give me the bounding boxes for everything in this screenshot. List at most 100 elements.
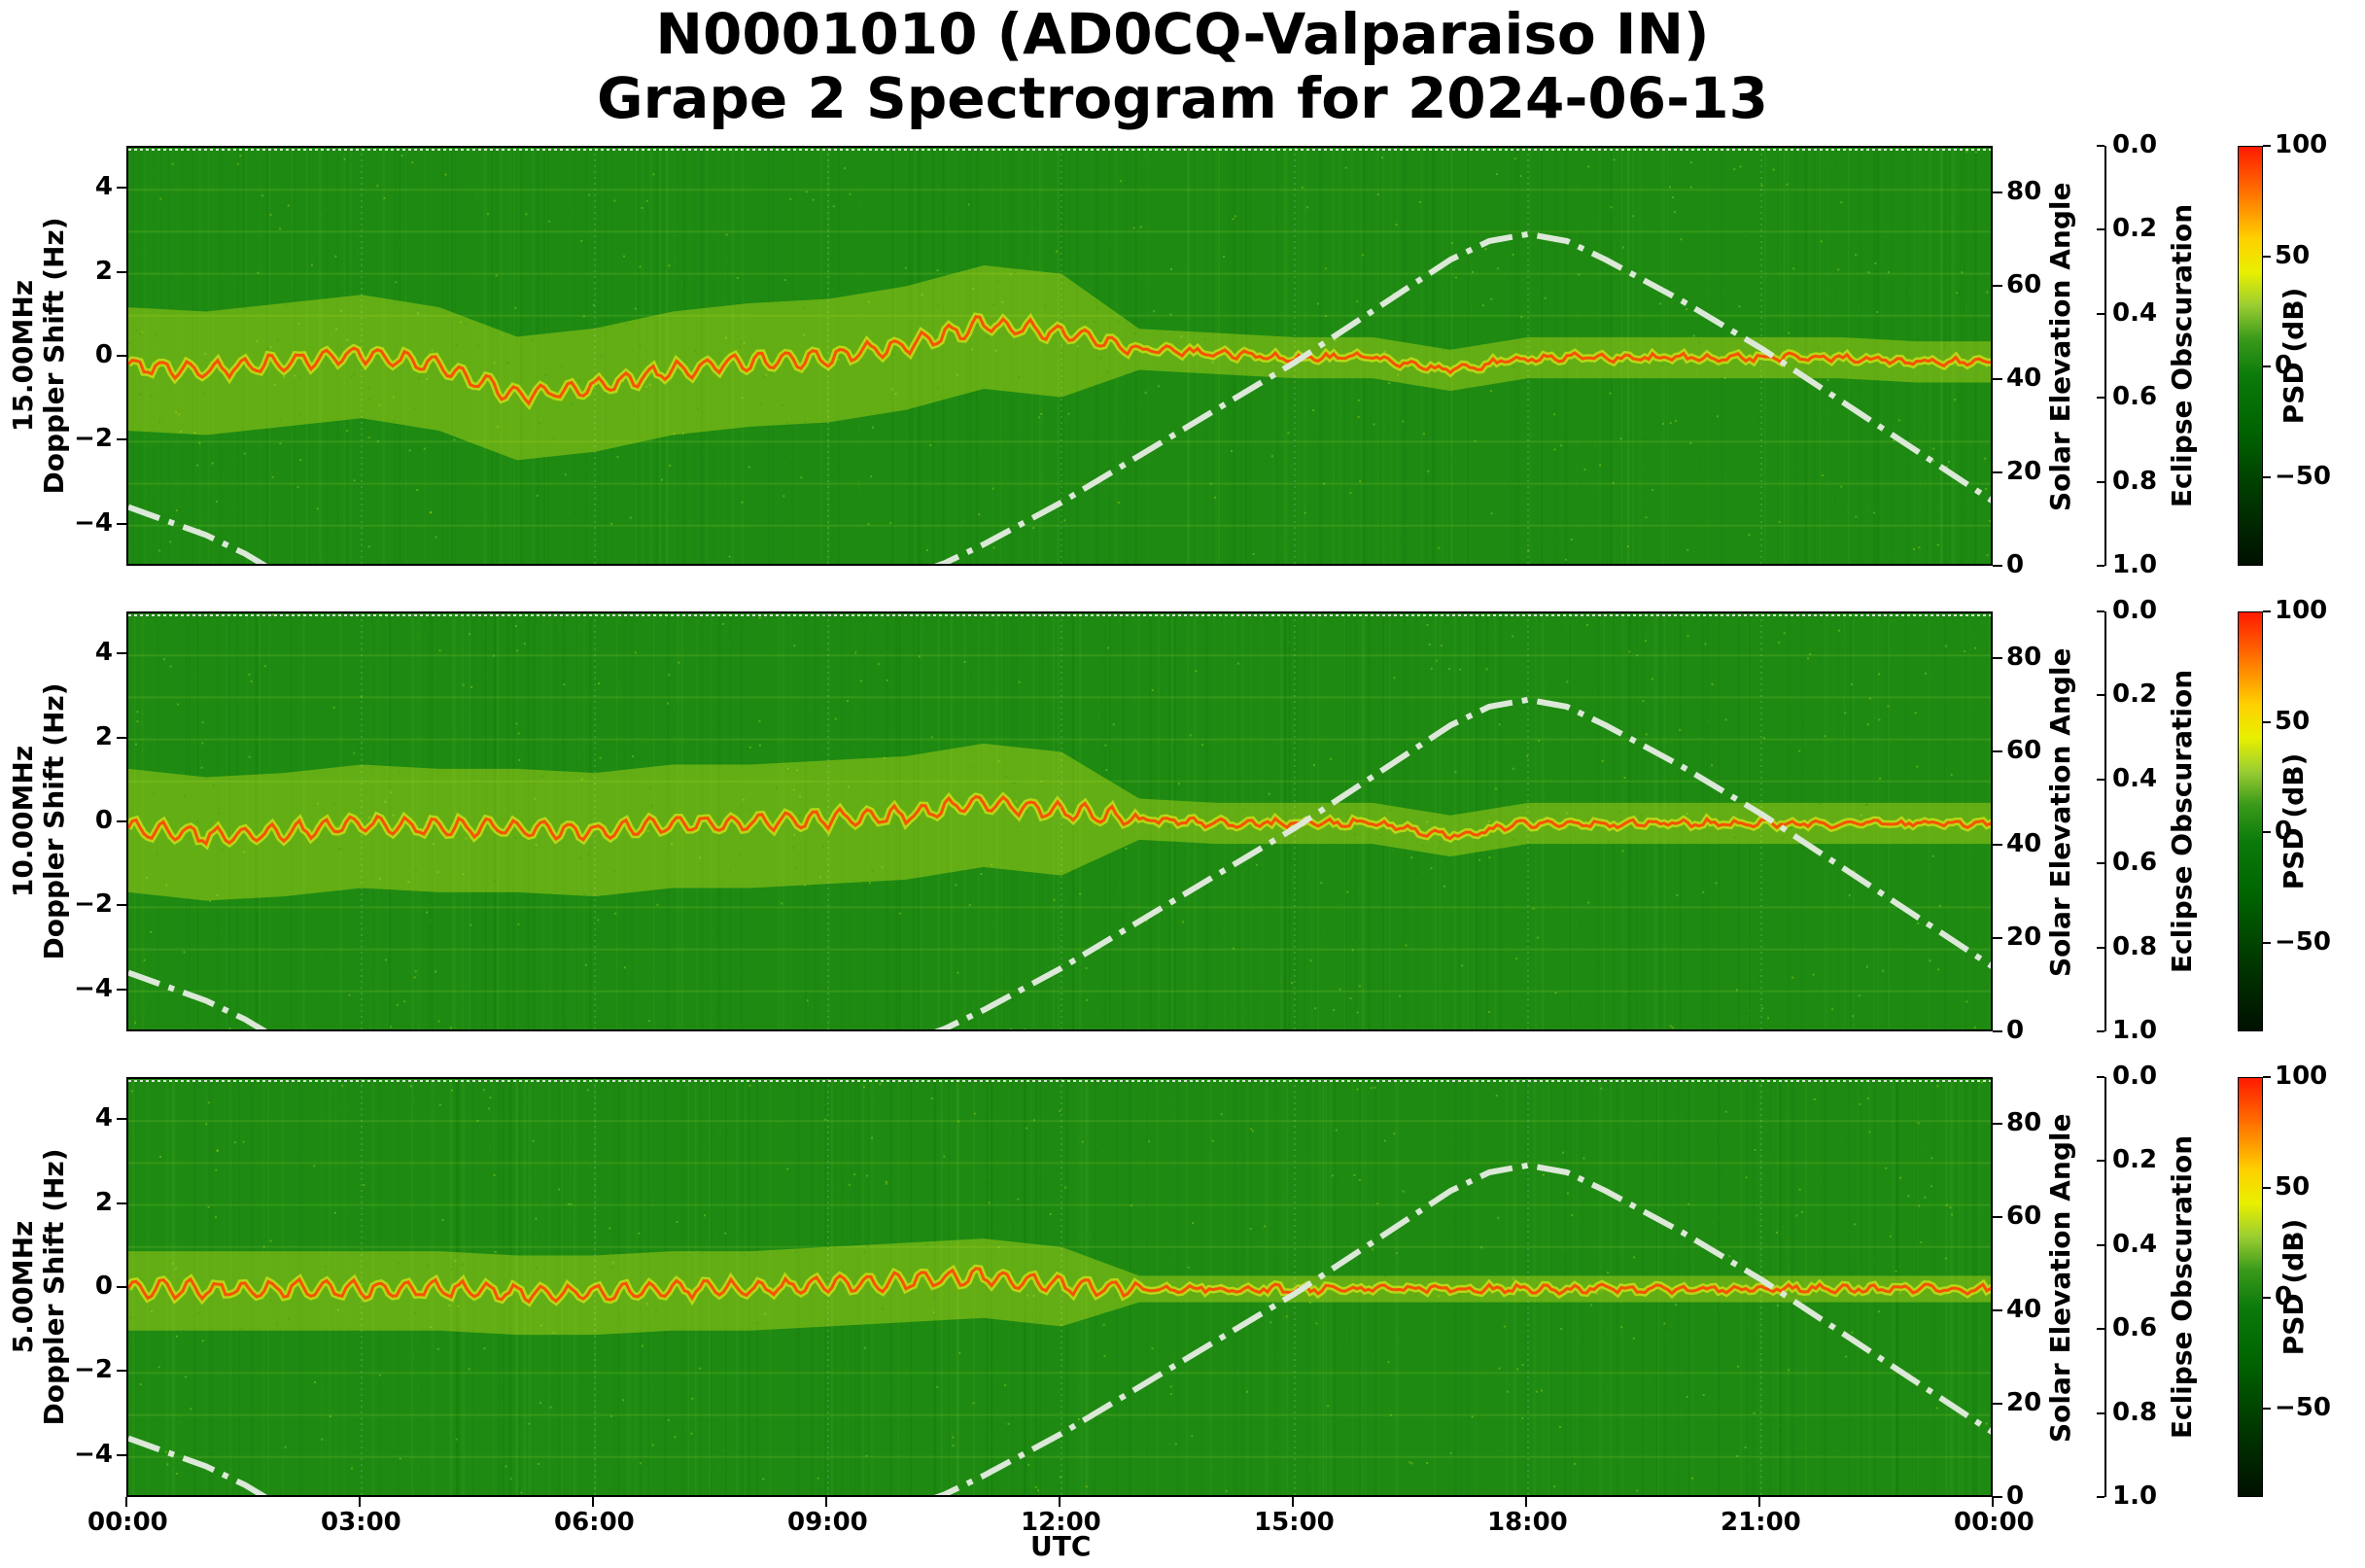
noise-speckle: [1950, 773, 1953, 776]
noise-streak: [1196, 148, 1198, 564]
noise-speckle: [564, 473, 567, 476]
noise-speckle: [176, 703, 179, 706]
noise-speckle: [1984, 457, 1987, 460]
noise-streak: [716, 148, 718, 564]
noise-speckle: [796, 1241, 799, 1244]
noise-streak: [1020, 148, 1022, 564]
noise-speckle: [284, 1246, 287, 1249]
noise-speckle: [1053, 898, 1056, 901]
noise-speckle: [967, 203, 970, 206]
noise-speckle: [1844, 1245, 1847, 1248]
noise-speckle: [151, 1310, 154, 1313]
noise-speckle: [1932, 460, 1935, 463]
noise-speckle: [478, 1411, 481, 1414]
noise-speckle: [1424, 1417, 1427, 1420]
noise-speckle: [1819, 802, 1822, 805]
noise-speckle: [918, 655, 921, 658]
noise-speckle: [929, 480, 932, 483]
noise-speckle: [1463, 773, 1466, 776]
noise-speckle: [1173, 920, 1176, 923]
noise-speckle: [1169, 1392, 1172, 1395]
noise-speckle: [1796, 1279, 1799, 1282]
noise-speckle: [338, 1109, 341, 1112]
noise-speckle: [823, 894, 826, 897]
noise-speckle: [973, 1112, 976, 1115]
eclipse-tick-label: 0.6: [2112, 382, 2158, 412]
noise-streak: [768, 1079, 772, 1495]
noise-speckle: [456, 344, 459, 347]
noise-streak: [139, 148, 141, 564]
noise-speckle: [1905, 458, 1908, 461]
noise-streak: [1001, 613, 1003, 1029]
noise-speckle: [1582, 1001, 1585, 1004]
noise-streak: [689, 148, 691, 564]
noise-streak: [388, 613, 392, 1029]
noise-streak: [932, 148, 935, 564]
noise-speckle: [1089, 288, 1092, 291]
noise-speckle: [552, 1331, 555, 1334]
noise-speckle: [1700, 737, 1703, 740]
noise-speckle: [1276, 1084, 1279, 1087]
noise-speckle: [197, 1311, 200, 1314]
noise-speckle: [1034, 1485, 1037, 1488]
noise-speckle: [1822, 1309, 1825, 1312]
noise-streak: [1204, 613, 1208, 1029]
noise-speckle: [1981, 621, 1984, 624]
noise-speckle: [146, 876, 149, 879]
noise-speckle: [140, 332, 143, 335]
noise-speckle: [176, 1335, 179, 1338]
noise-speckle: [492, 654, 495, 657]
noise-speckle: [1626, 545, 1629, 548]
noise-speckle: [1467, 1268, 1470, 1271]
noise-speckle: [1607, 1329, 1610, 1332]
noise-speckle: [823, 1346, 826, 1349]
noise-speckle: [1540, 1389, 1543, 1392]
noise-streak: [637, 148, 640, 564]
noise-speckle: [263, 665, 266, 668]
noise-speckle: [1211, 1139, 1214, 1142]
noise-speckle: [766, 468, 769, 470]
noise-streak: [1469, 148, 1472, 564]
noise-speckle: [392, 814, 395, 817]
noise-speckle: [1231, 1013, 1234, 1016]
noise-speckle: [804, 421, 807, 424]
noise-speckle: [673, 736, 676, 739]
noise-speckle: [1286, 696, 1289, 699]
noise-speckle: [631, 755, 634, 758]
noise-speckle: [1471, 270, 1474, 273]
noise-streak: [950, 1079, 953, 1495]
noise-speckle: [1261, 1227, 1264, 1230]
noise-speckle: [1290, 465, 1293, 468]
noise-speckle: [250, 1091, 253, 1094]
noise-speckle: [1304, 1154, 1307, 1157]
noise-speckle: [1531, 435, 1534, 437]
noise-streak: [1478, 613, 1482, 1029]
noise-speckle: [1025, 810, 1027, 813]
noise-streak: [1176, 1079, 1179, 1495]
solar-tick-mark: [1993, 1030, 2002, 1032]
noise-speckle: [1989, 1206, 1991, 1209]
noise-speckle: [1520, 316, 1523, 319]
noise-speckle: [296, 486, 299, 489]
noise-streak: [965, 148, 968, 564]
y-tick-mark: [117, 1202, 126, 1204]
solar-tick-label: 80: [2006, 177, 2042, 206]
noise-speckle: [1715, 882, 1718, 885]
noise-speckle: [518, 758, 521, 761]
solar-tick-mark: [1993, 1216, 2002, 1218]
noise-streak: [308, 148, 311, 564]
noise-speckle: [201, 1340, 204, 1342]
noise-speckle: [1102, 1323, 1105, 1326]
noise-speckle: [862, 1086, 865, 1089]
noise-streak: [963, 613, 966, 1029]
noise-speckle: [1106, 370, 1109, 373]
noise-speckle: [1931, 854, 1934, 857]
noise-speckle: [430, 1326, 433, 1329]
noise-speckle: [783, 495, 785, 498]
noise-speckle: [1588, 1193, 1591, 1196]
noise-streak: [1041, 148, 1044, 564]
noise-speckle: [1663, 1322, 1666, 1325]
noise-speckle: [1874, 1256, 1877, 1259]
noise-speckle: [414, 870, 417, 873]
doppler-shift-label: Doppler Shift (Hz): [38, 217, 70, 495]
